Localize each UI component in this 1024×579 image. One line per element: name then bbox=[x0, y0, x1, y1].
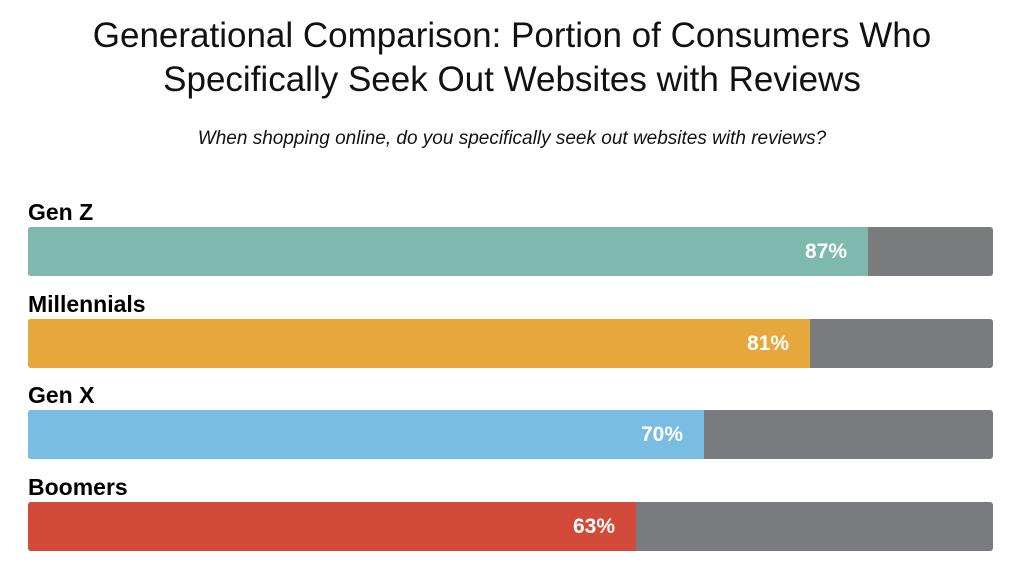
value-label-gen-x: 70% bbox=[640, 423, 683, 446]
category-label-gen-x: Gen X bbox=[28, 382, 95, 408]
chart-title: Generational Comparison: Portion of Cons… bbox=[0, 14, 1024, 102]
bar-track-millennials: 81% bbox=[28, 318, 993, 368]
bar-track-gen-x: 70% bbox=[28, 410, 993, 459]
chart-title-line-1: Generational Comparison: Portion of Cons… bbox=[92, 16, 932, 55]
value-label-gen-z: 87% bbox=[804, 240, 847, 263]
bar-track-boomers: 63% bbox=[28, 501, 993, 551]
bar-track-gen-z: 87% bbox=[28, 227, 993, 276]
value-label-millennials: 81% bbox=[746, 331, 789, 355]
bar-millennials bbox=[28, 318, 810, 368]
category-label-boomers: Boomers bbox=[28, 473, 128, 500]
bar-boomers bbox=[28, 501, 636, 551]
chart-title-line-2: Specifically Seek Out Websites with Revi… bbox=[163, 60, 861, 99]
value-label-boomers: 63% bbox=[572, 514, 615, 538]
chart-subtitle: When shopping online, do you specificall… bbox=[197, 128, 827, 149]
bar-gen-z bbox=[28, 227, 868, 276]
category-label-millennials: Millennials bbox=[28, 290, 146, 317]
bar-gen-x bbox=[28, 410, 704, 459]
category-label-gen-z: Gen Z bbox=[28, 199, 94, 225]
